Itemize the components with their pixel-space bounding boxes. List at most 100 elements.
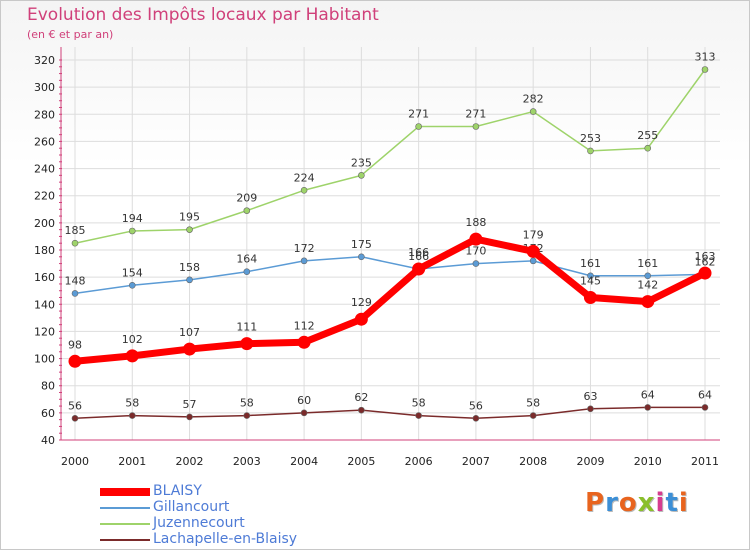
data-label: 161 — [637, 257, 658, 270]
data-label: 170 — [465, 245, 486, 258]
series-line-blaisy — [74, 235, 707, 365]
data-point — [701, 404, 709, 411]
data-label: 209 — [236, 192, 257, 205]
x-tick-label: 2001 — [118, 455, 146, 468]
data-point — [641, 295, 655, 309]
data-point — [587, 405, 594, 413]
data-point — [358, 406, 365, 414]
data-label: 60 — [297, 394, 311, 407]
y-tick-label: 260 — [34, 135, 55, 148]
data-label: 161 — [580, 257, 601, 270]
data-label: 58 — [240, 397, 254, 410]
y-tick-label: 40 — [41, 434, 55, 447]
data-point — [472, 414, 480, 422]
legend-swatch — [100, 488, 150, 496]
data-point — [587, 147, 594, 155]
x-tick-label: 2000 — [61, 455, 89, 468]
data-label: 112 — [294, 319, 315, 332]
data-label: 271 — [408, 108, 429, 121]
data-label: 253 — [580, 132, 601, 145]
data-label: 62 — [354, 391, 368, 404]
y-tick-label: 120 — [34, 325, 55, 338]
data-point — [300, 257, 308, 265]
data-label: 58 — [412, 397, 426, 410]
data-point — [472, 260, 480, 267]
x-tick-label: 2009 — [576, 455, 604, 468]
y-tick-label: 60 — [41, 407, 55, 420]
data-label: 56 — [68, 399, 82, 412]
data-label: 235 — [351, 156, 372, 169]
data-point — [128, 281, 136, 289]
legend-swatch — [100, 523, 150, 525]
data-point — [644, 144, 652, 152]
data-point — [183, 342, 197, 356]
data-point — [300, 186, 308, 194]
y-tick-label: 220 — [34, 190, 55, 203]
legend-label: Lachapelle-en-Blaisy — [153, 531, 298, 547]
y-tick-label: 80 — [41, 380, 55, 393]
legend-label: Juzennecourt — [153, 515, 245, 531]
x-tick-label: 2003 — [233, 455, 261, 468]
data-label: 56 — [469, 399, 483, 412]
data-label: 107 — [179, 326, 200, 339]
legend-label: BLAISY — [153, 483, 202, 499]
data-point — [583, 291, 597, 304]
x-tick-label: 2010 — [634, 455, 662, 468]
y-tick-label: 100 — [34, 353, 55, 366]
data-point — [587, 272, 594, 280]
data-point — [71, 290, 79, 297]
data-label: 166 — [408, 246, 429, 259]
data-label: 129 — [351, 296, 372, 309]
data-label: 224 — [294, 171, 315, 184]
data-label: 175 — [351, 238, 372, 251]
x-tick-label: 2006 — [405, 455, 433, 468]
data-label: 188 — [465, 216, 486, 229]
data-point — [701, 66, 709, 73]
y-tick-label: 320 — [34, 54, 55, 67]
y-tick-label: 300 — [34, 81, 55, 94]
data-point — [186, 276, 193, 284]
data-point — [415, 412, 422, 419]
series-line-juzennecourt — [74, 69, 706, 244]
data-label: 313 — [695, 51, 716, 64]
data-point — [68, 354, 82, 368]
data-label: 162 — [695, 255, 716, 268]
data-label: 111 — [236, 321, 257, 334]
data-point — [526, 244, 540, 258]
data-label: 154 — [122, 266, 143, 279]
x-tick-label: 2004 — [290, 455, 318, 468]
data-point — [128, 412, 136, 419]
data-point — [358, 253, 365, 261]
data-point — [243, 207, 251, 214]
x-tick-label: 2008 — [519, 455, 547, 468]
y-tick-label: 180 — [34, 244, 55, 257]
data-label: 64 — [698, 388, 712, 401]
data-label: 58 — [125, 397, 139, 410]
data-label: 185 — [65, 224, 86, 237]
data-point — [186, 226, 193, 233]
data-point — [644, 404, 652, 411]
data-label: 64 — [641, 388, 655, 401]
x-tick-label: 2011 — [691, 455, 719, 468]
data-label: 164 — [236, 253, 257, 266]
data-label: 282 — [523, 93, 544, 106]
data-point — [125, 349, 139, 363]
data-point — [186, 413, 193, 421]
data-point — [472, 123, 480, 130]
data-label: 255 — [637, 129, 658, 142]
y-tick-label: 240 — [34, 163, 55, 176]
data-label: 145 — [580, 275, 601, 288]
data-label: 163 — [695, 250, 716, 263]
data-label: 142 — [637, 279, 658, 292]
data-label: 195 — [179, 211, 200, 224]
data-label: 166 — [408, 250, 429, 263]
data-point — [71, 239, 79, 247]
data-label: 58 — [526, 397, 540, 410]
data-point — [358, 172, 365, 179]
data-label: 158 — [179, 261, 200, 274]
data-point — [297, 335, 311, 349]
proxiti-logo: Proxiti — [585, 488, 689, 518]
data-label: 172 — [294, 242, 315, 255]
data-label: 57 — [183, 398, 197, 411]
